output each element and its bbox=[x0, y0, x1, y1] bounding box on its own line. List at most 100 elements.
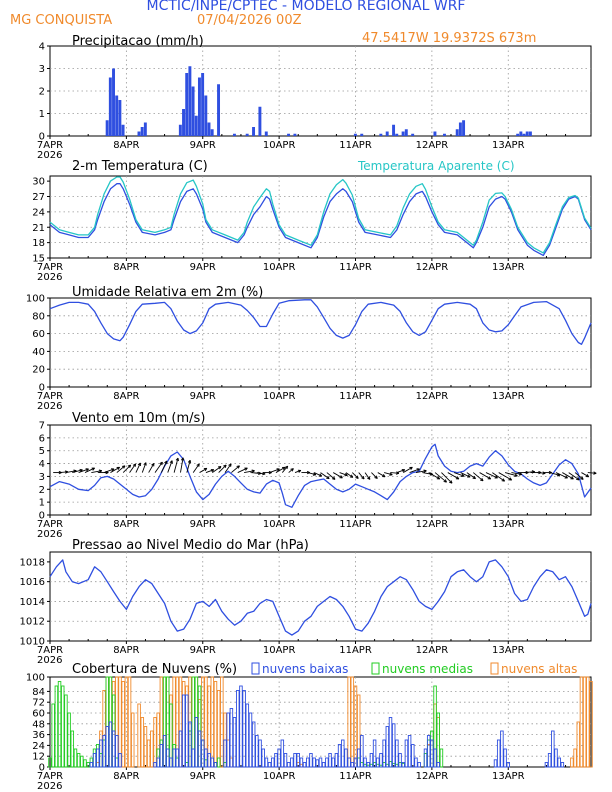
x-tick-label: 12APR bbox=[416, 645, 449, 656]
precip-bar bbox=[245, 133, 249, 136]
wind-arrow bbox=[320, 472, 330, 480]
legend-label: nuvens medias bbox=[382, 662, 473, 676]
cloud-bar-high bbox=[573, 748, 577, 768]
wind-arrow bbox=[377, 472, 386, 478]
cloud-bar-low bbox=[226, 712, 230, 768]
cloud-bar-low bbox=[99, 739, 103, 768]
cloud-bar-high bbox=[153, 717, 157, 768]
cloud-bar-low bbox=[258, 739, 262, 768]
wind-arrow bbox=[199, 467, 208, 473]
y-tick-label: 1012 bbox=[20, 617, 45, 628]
wind-arrow bbox=[110, 466, 121, 473]
cloud-bar-low bbox=[172, 748, 176, 768]
cloud-bar-low bbox=[414, 757, 418, 768]
wind-arrow bbox=[352, 472, 359, 479]
cloud-bar-low bbox=[264, 757, 269, 768]
x-tick-label: 11APR bbox=[339, 140, 372, 151]
y-tick-label: 2 bbox=[39, 485, 45, 496]
wind-arrow bbox=[129, 463, 137, 473]
cloud-bar-mid bbox=[169, 703, 173, 768]
cloud-bar-low bbox=[496, 739, 501, 768]
precip-bar bbox=[140, 127, 144, 136]
y-tick-label: 24 bbox=[32, 741, 45, 752]
panel-title: Vento em 10m (m/s) bbox=[72, 411, 205, 426]
cloud-bar-low bbox=[382, 739, 386, 768]
precip-bar bbox=[188, 66, 192, 136]
cloud-bar-low bbox=[261, 748, 265, 768]
cloud-bar-low bbox=[169, 757, 173, 768]
wind-arrow bbox=[294, 469, 302, 473]
cloud-bar-low bbox=[325, 757, 329, 768]
cloud-bar-low bbox=[166, 748, 170, 768]
cloud-bar-low bbox=[312, 757, 316, 768]
cloud-bar-high bbox=[124, 676, 129, 768]
y-tick-label: 0 bbox=[39, 132, 45, 143]
cloud-bar-low bbox=[105, 726, 110, 768]
x-tick-label: 8APR bbox=[113, 771, 139, 782]
x-tick-label: 11APR bbox=[339, 519, 372, 530]
cloud-bar-high bbox=[576, 721, 581, 768]
x-year-label: 2026 bbox=[37, 272, 62, 283]
x-year-label: 2026 bbox=[37, 529, 62, 540]
series-line-blue bbox=[49, 299, 592, 345]
y-tick-label: 1014 bbox=[20, 597, 45, 608]
panel-title: Pressao ao Nivel Medio do Mar (hPa) bbox=[72, 538, 309, 553]
cloud-bar-low bbox=[493, 759, 498, 768]
panel-press: 7APR 8APR 9APR 10APR 11APR 12APR 13APR 2026 1010… bbox=[20, 538, 592, 666]
cloud-bar-low bbox=[500, 730, 504, 768]
x-tick-label: 11APR bbox=[339, 645, 372, 656]
x-tick-label: 9APR bbox=[190, 771, 216, 782]
figure-title: MCTIC/INPE/CPTEC - MODELO REGIONAL WRF bbox=[146, 0, 466, 14]
cloud-bar-low bbox=[115, 735, 119, 768]
cloud-bar-low bbox=[544, 762, 549, 768]
cloud-bar-low bbox=[334, 753, 339, 768]
precip-bar bbox=[201, 73, 205, 136]
cloud-bar-low bbox=[430, 739, 434, 768]
wind-arrow bbox=[84, 467, 95, 473]
x-year-label: 2026 bbox=[37, 150, 62, 161]
cloud-bar-low bbox=[280, 739, 285, 768]
cloud-bar-low bbox=[344, 748, 348, 768]
x-tick-label: 8APR bbox=[113, 140, 139, 151]
cloud-bar-low bbox=[223, 739, 227, 768]
cloud-bar-low bbox=[353, 757, 358, 768]
wind-arrow bbox=[492, 472, 506, 482]
run-date: 07/04/2026 00Z bbox=[197, 13, 302, 28]
precip-bar bbox=[522, 133, 526, 136]
x-tick-label: 9APR bbox=[190, 262, 216, 273]
y-tick-label: 100 bbox=[26, 294, 45, 305]
wind-arrow bbox=[466, 472, 476, 480]
cloud-bar-low bbox=[417, 762, 421, 768]
wind-arrow bbox=[231, 465, 240, 473]
legend-swatch bbox=[490, 662, 499, 675]
y-tick-label: 84 bbox=[32, 687, 45, 698]
x-tick-label: 7APR bbox=[37, 140, 63, 151]
x-tick-label: 7APR bbox=[37, 262, 63, 273]
wind-arrow bbox=[326, 472, 336, 480]
y-tick-label: 15 bbox=[32, 254, 45, 265]
precip-bar bbox=[182, 109, 185, 136]
precip-bar bbox=[401, 131, 405, 136]
y-tick-label: 1 bbox=[39, 498, 45, 509]
cloud-bar-low bbox=[318, 757, 323, 768]
x-tick-label: 13APR bbox=[492, 391, 525, 402]
x-year-label: 2026 bbox=[37, 401, 62, 412]
x-tick-label: 9APR bbox=[190, 391, 216, 402]
cloud-bar-low bbox=[411, 744, 415, 768]
cloud-bar-low bbox=[426, 735, 431, 768]
precip-bar bbox=[178, 124, 182, 136]
cloud-bar-low bbox=[232, 717, 237, 768]
cloud-bar-low bbox=[89, 762, 94, 768]
cloud-bar-high bbox=[210, 676, 215, 768]
cloud-bar-low bbox=[178, 730, 183, 768]
precip-bar bbox=[385, 131, 389, 136]
cloud-bar-high bbox=[137, 703, 141, 768]
precip-bar bbox=[121, 124, 125, 136]
x-tick-label: 13APR bbox=[492, 519, 525, 530]
x-year-label: 2026 bbox=[37, 781, 62, 792]
cloud-bar-mid bbox=[57, 681, 62, 768]
precip-bar bbox=[411, 133, 415, 136]
cloud-bar-mid bbox=[436, 712, 440, 768]
cloud-bar-low bbox=[341, 739, 345, 768]
cloud-bar-mid bbox=[73, 748, 78, 768]
